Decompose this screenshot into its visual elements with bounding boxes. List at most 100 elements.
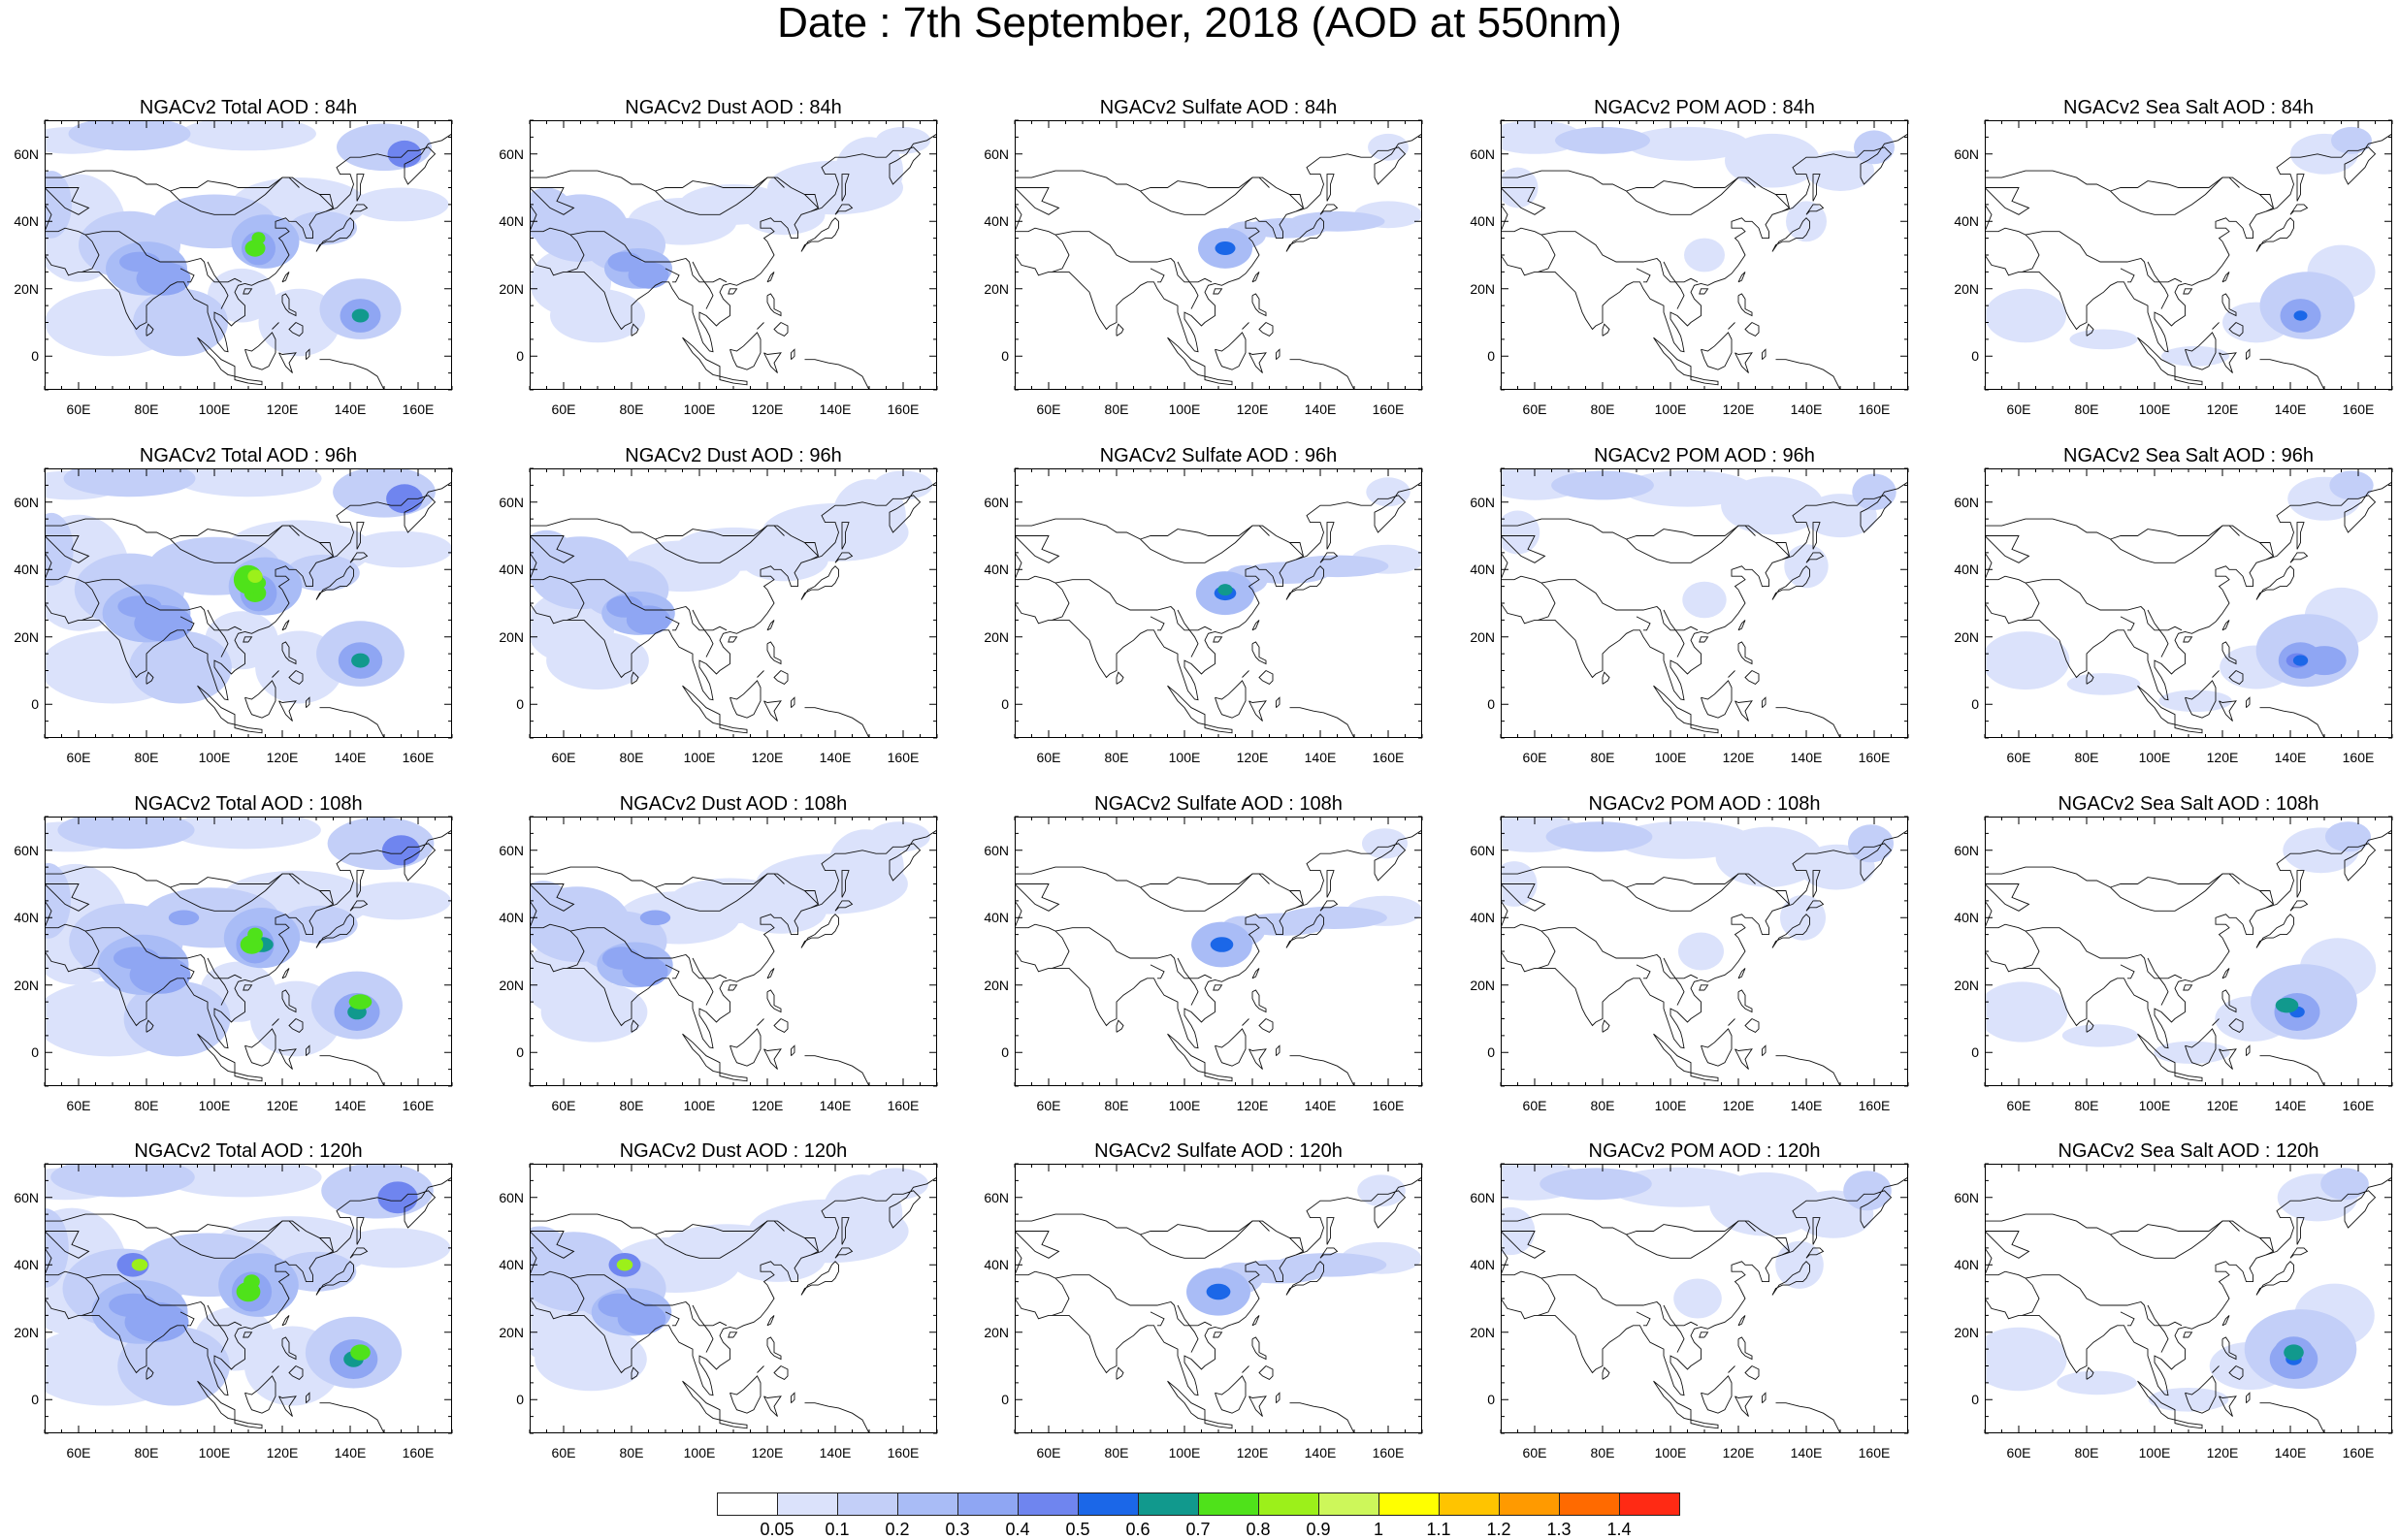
island-outline <box>1167 1033 1206 1074</box>
lon-tick-label: 80E <box>1104 1445 1129 1460</box>
coastline <box>319 194 334 209</box>
colorbar-swatch <box>1138 1492 1199 1516</box>
coastline <box>1775 194 1790 209</box>
island-outline <box>2221 989 2237 1013</box>
colorbar-label: 1.2 <box>1486 1520 1511 1539</box>
aod-plume <box>131 1259 148 1271</box>
colorbar-swatch <box>957 1492 1019 1516</box>
lon-tick-label: 160E <box>1372 401 1405 417</box>
island-outline <box>1744 670 1760 685</box>
aod-field <box>1985 821 2377 1064</box>
map-panel-pom-96h: NGACv2 POM AOD : 96h 60N 40N 20N 0 60E 80E 100E… <box>1470 446 1909 764</box>
map-panel-pom-120h: NGACv2 POM AOD : 120h 60N 40N 20N 0 60E 80E 100… <box>1470 1141 1909 1460</box>
aod-plume <box>2284 1344 2304 1361</box>
coastline <box>1150 964 1165 979</box>
island-outline <box>1167 685 1206 725</box>
coastlines <box>1501 481 1908 738</box>
lon-tick-label: 80E <box>1104 750 1129 765</box>
aod-field <box>45 1164 451 1406</box>
aod-plume <box>1985 1327 2067 1392</box>
island-outline <box>773 670 789 685</box>
island-outline <box>766 641 782 665</box>
aod-field <box>1985 470 2379 713</box>
lon-tick-label: 160E <box>887 1098 920 1113</box>
aod-field <box>1501 468 1897 619</box>
aod-map <box>1500 467 1909 739</box>
island-outline <box>729 1028 762 1067</box>
coastline <box>530 1230 575 1275</box>
map-panel-sulfate-96h: NGACv2 Sulfate AOD : 96h 60N 40N 20N 0 60E 80E… <box>984 446 1423 764</box>
island-outline <box>2289 1247 2309 1259</box>
lon-tick-label: 60E <box>1522 1098 1547 1113</box>
ticks <box>1500 816 1909 1087</box>
map-panel-sulfate-120h: NGACv2 Sulfate AOD : 120h 60N 40N 20N 0 60E 80… <box>984 1141 1423 1460</box>
coastline <box>2259 194 2274 209</box>
aod-field <box>530 126 930 343</box>
coastline <box>2025 579 2183 631</box>
island-outline <box>834 204 854 215</box>
colorbar-label: 1.3 <box>1546 1520 1572 1539</box>
island-outline <box>1276 696 1281 709</box>
island-outline <box>2174 375 2203 386</box>
island-outline <box>1242 1365 1249 1373</box>
lat-tick-label: 20N <box>14 977 39 993</box>
coastline <box>45 170 300 215</box>
coastlines <box>45 133 452 390</box>
lon-tick-label: 100E <box>198 750 231 765</box>
island-outline <box>841 1217 850 1245</box>
island-outline <box>197 1033 236 1074</box>
coastline <box>1663 609 1685 658</box>
coastline <box>1663 261 1685 309</box>
lat-tick-label: 40N <box>1470 1257 1495 1273</box>
lon-tick-label: 100E <box>1654 401 1687 417</box>
lon-tick-label: 120E <box>751 401 784 417</box>
lon-tick-label: 140E <box>1304 401 1337 417</box>
aod-plume <box>350 1344 371 1361</box>
lat-tick-label: 40N <box>1954 1257 1979 1273</box>
island-outline <box>1258 1018 1274 1033</box>
aod-plume <box>63 468 196 497</box>
island-outline <box>1762 696 1767 709</box>
island-outline <box>234 375 263 386</box>
ticks <box>1984 119 2393 391</box>
aod-plume <box>45 1207 69 1288</box>
island-outline <box>319 359 385 390</box>
island-outline <box>1204 1419 1233 1429</box>
island-outline <box>278 1396 297 1417</box>
coastline <box>1015 575 1070 621</box>
coastline <box>1501 1213 1756 1259</box>
panel-title: NGACv2 Dust AOD : 108h <box>619 793 848 815</box>
lat-tick-label: 0 <box>1971 1044 1979 1061</box>
coastline <box>1985 170 2240 215</box>
island-outline <box>2296 522 2305 550</box>
island-outline <box>1805 552 1825 563</box>
island-outline <box>1653 685 1692 725</box>
aod-field <box>1501 817 1894 971</box>
aod-plume <box>2331 126 2372 154</box>
coastline <box>1626 1220 1791 1256</box>
aod-field <box>1191 828 1422 968</box>
lon-tick-label: 100E <box>2138 401 2171 417</box>
island-outline <box>146 1019 154 1033</box>
island-outline <box>1213 984 1223 991</box>
panel-title: NGACv2 POM AOD : 108h <box>1588 793 1821 815</box>
coastline <box>1015 882 1060 928</box>
aod-field <box>45 120 449 357</box>
panel-title: NGACv2 Sea Salt AOD : 108h <box>2058 793 2319 815</box>
aod-plume <box>598 1293 638 1318</box>
island-outline <box>2212 1365 2220 1373</box>
coastline <box>1501 227 1556 273</box>
aod-plume <box>168 910 200 926</box>
aod-plume <box>2161 345 2229 367</box>
coastlines <box>1985 133 2392 390</box>
colorbar-swatch <box>777 1492 838 1516</box>
island-outline <box>2086 323 2094 337</box>
coastline <box>1626 525 1791 561</box>
coastline <box>1985 518 2240 563</box>
aod-plume <box>876 126 930 154</box>
lat-tick-label: 0 <box>516 696 524 713</box>
island-outline <box>2228 670 2244 685</box>
island-outline <box>773 322 789 337</box>
panel-title: NGACv2 Dust AOD : 84h <box>625 97 842 118</box>
island-outline <box>1251 968 1260 979</box>
